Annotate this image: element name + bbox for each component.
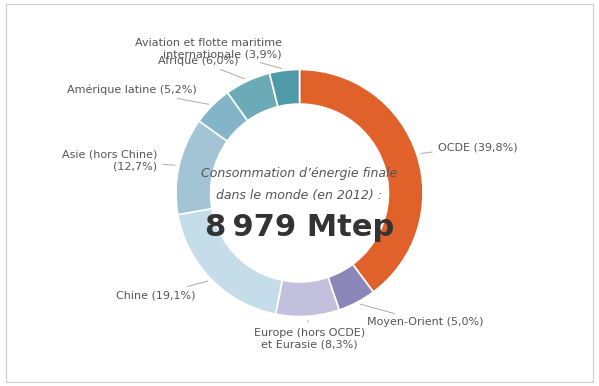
Text: Afrique (6,0%): Afrique (6,0%) — [158, 56, 244, 79]
Wedge shape — [270, 69, 300, 107]
Wedge shape — [228, 73, 278, 121]
Text: OCDE (39,8%): OCDE (39,8%) — [420, 142, 518, 153]
Text: Europe (hors OCDE)
et Eurasie (8,3%): Europe (hors OCDE) et Eurasie (8,3%) — [253, 320, 365, 349]
Wedge shape — [328, 264, 373, 310]
Text: Aviation et flotte maritime
internationale (3,9%): Aviation et flotte maritime internationa… — [135, 37, 282, 68]
Text: Consommation d’énergie finale: Consommation d’énergie finale — [201, 167, 398, 180]
Wedge shape — [178, 208, 282, 314]
Text: Chine (19,1%): Chine (19,1%) — [116, 281, 208, 300]
Text: dans le monde (en 2012) :: dans le monde (en 2012) : — [216, 189, 383, 202]
Text: Moyen-Orient (5,0%): Moyen-Orient (5,0%) — [360, 304, 484, 327]
Text: 8 979 Mtep: 8 979 Mtep — [205, 213, 394, 242]
Wedge shape — [176, 121, 227, 215]
Wedge shape — [276, 277, 339, 317]
Text: Amérique latine (5,2%): Amérique latine (5,2%) — [66, 85, 208, 104]
Wedge shape — [300, 69, 423, 292]
Wedge shape — [199, 93, 247, 141]
Text: Asie (hors Chine)
(12,7%): Asie (hors Chine) (12,7%) — [62, 150, 175, 171]
